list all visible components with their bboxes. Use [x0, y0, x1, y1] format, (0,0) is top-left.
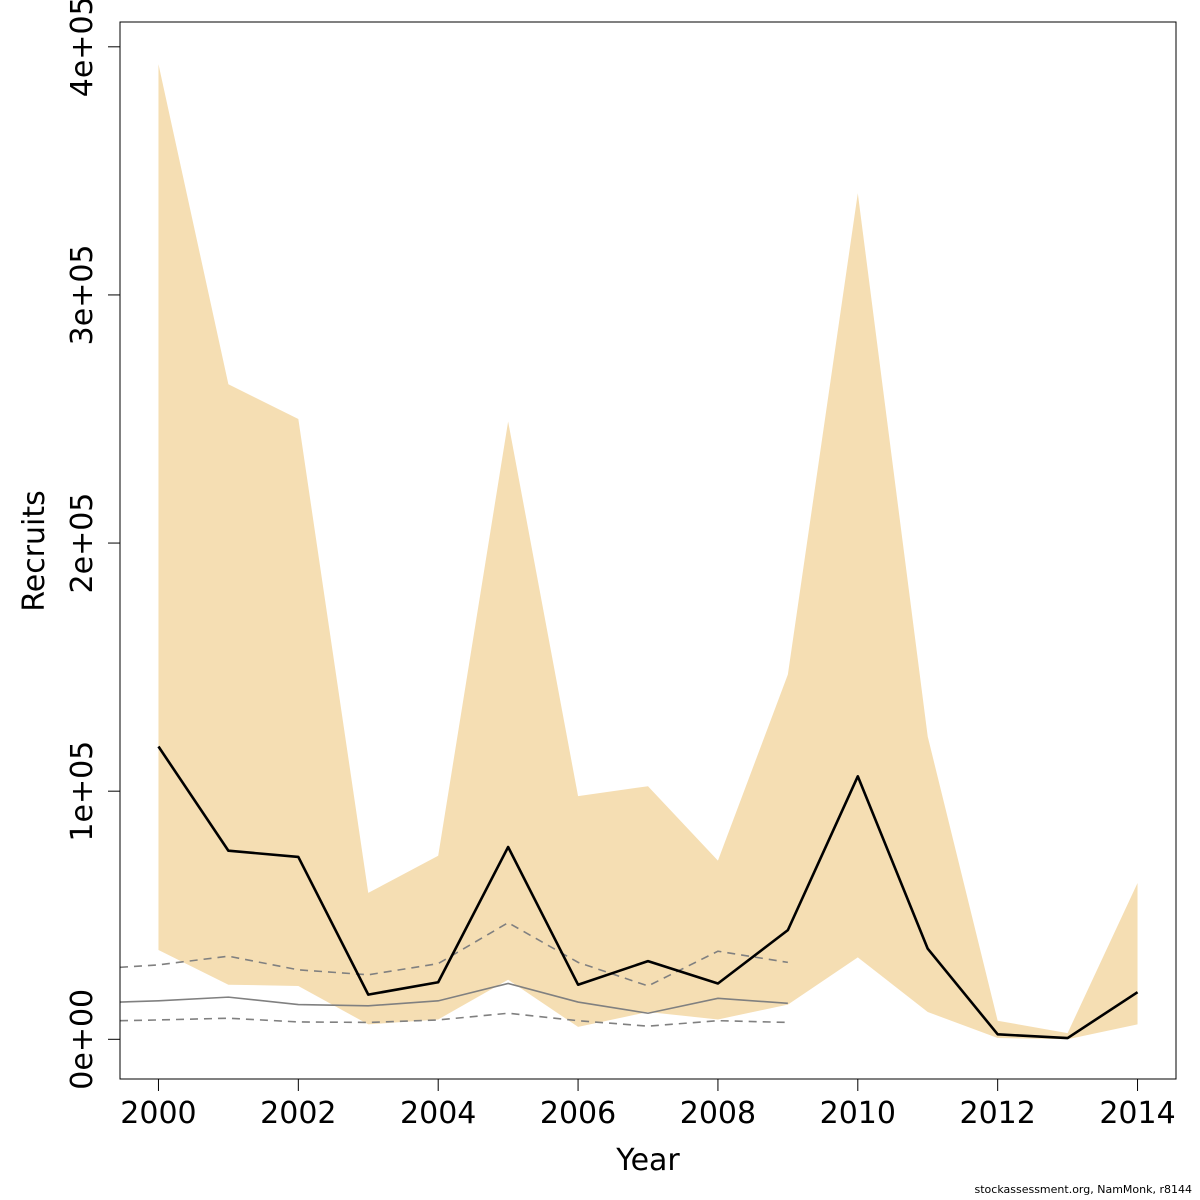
confidence-band — [158, 64, 1138, 1040]
x-tick-label: 2008 — [680, 1096, 756, 1131]
x-tick-label: 2002 — [260, 1096, 336, 1131]
y-tick-label: 3e+05 — [65, 245, 100, 346]
x-tick-label: 2014 — [1099, 1096, 1175, 1131]
x-tick-label: 2006 — [540, 1096, 616, 1131]
main-series-layer — [157, 745, 1139, 1040]
y-axis: 0e+00 1e+05 2e+05 3e+05 4e+05 — [65, 0, 121, 1090]
y-tick-label: 0e+00 — [65, 989, 100, 1090]
y-axis-label: Recruits — [17, 490, 52, 612]
recruits-line — [157, 745, 1139, 1040]
y-tick-label: 2e+05 — [65, 493, 100, 594]
y-tick-label: 4e+05 — [65, 0, 100, 97]
x-axis-label: Year — [615, 1143, 680, 1178]
x-tick-label: 2004 — [400, 1096, 476, 1131]
x-axis: 2000 2002 2004 2006 2008 2010 2012 2014 — [120, 1078, 1176, 1131]
x-tick-label: 2000 — [120, 1096, 196, 1131]
reference-lower-line — [119, 1012, 788, 1027]
confidence-band-layer — [158, 64, 1138, 1040]
x-tick-label: 2010 — [820, 1096, 896, 1131]
x-tick-label: 2012 — [959, 1096, 1035, 1131]
reference-line — [119, 982, 788, 1015]
y-tick-label: 1e+05 — [65, 741, 100, 842]
reference-upper-line — [119, 921, 788, 987]
footer-credit: stockassessment.org, NamMonk, r8144 — [974, 1183, 1193, 1196]
reference-lines-layer — [119, 921, 788, 1027]
